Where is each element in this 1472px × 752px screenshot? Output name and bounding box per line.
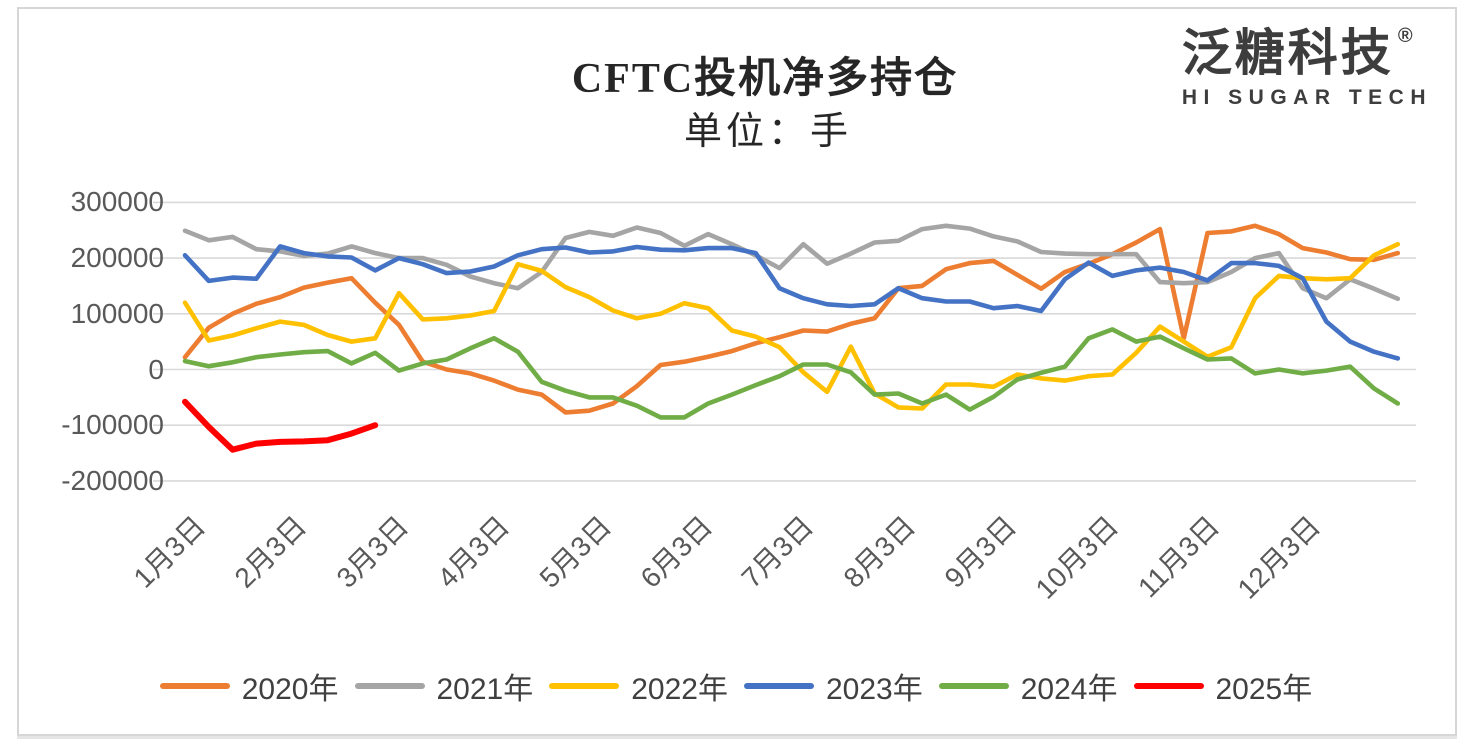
series-line-2024年 <box>182 327 1401 420</box>
series-line-2025年 <box>182 398 379 453</box>
legend-color-swatch <box>549 683 620 689</box>
legend-label: 2025年 <box>1215 673 1313 706</box>
legend-color-swatch <box>159 683 230 689</box>
y-axis-tick-label: -100000 <box>61 409 164 441</box>
y-axis-tick-label: 0 <box>148 353 164 385</box>
legend-color-swatch <box>354 683 425 689</box>
logo-chinese-text: 泛糖科技 <box>1181 25 1394 81</box>
legend-item-2022年: 2022年 <box>549 664 728 708</box>
y-axis-tick-label: 200000 <box>70 242 164 274</box>
legend-item-2024年: 2024年 <box>938 664 1118 708</box>
series-line-2022年 <box>182 241 1401 411</box>
legend-label: 2020年 <box>241 673 339 706</box>
y-axis-tick-label: 100000 <box>70 297 164 329</box>
legend-label: 2023年 <box>826 673 923 706</box>
series-line-2023年 <box>182 244 1401 361</box>
legend-item-2023年: 2023年 <box>744 664 923 708</box>
card-border <box>17 7 1457 736</box>
hi-sugar-tech-logo: 泛糖科技 ® HI SUGAR TECH <box>1182 26 1432 108</box>
logo-english-text: HI SUGAR TECH <box>1181 86 1432 109</box>
chart-legend: 2020年 2021年 2022年 2023年 2024年 2025年 <box>0 664 1472 708</box>
chart-unit-subtitle: 单位：手 <box>683 111 852 153</box>
y-axis-tick-label: 300000 <box>70 186 164 218</box>
y-axis-tick-label: -200000 <box>61 464 164 496</box>
legend-label: 2022年 <box>631 673 728 706</box>
legend-color-swatch <box>938 683 1009 689</box>
legend-label: 2021年 <box>436 673 534 706</box>
series-line-2021年 <box>182 223 1401 302</box>
legend-item-2021年: 2021年 <box>354 664 534 708</box>
legend-item-2025年: 2025年 <box>1133 664 1313 708</box>
legend-color-swatch <box>1133 683 1204 689</box>
legend-item-2020年: 2020年 <box>159 664 339 708</box>
registered-trademark-icon: ® <box>1397 25 1413 47</box>
legend-color-swatch <box>744 683 814 689</box>
legend-label: 2024年 <box>1020 673 1118 706</box>
chart-title: CFTC投机净多持仓 <box>571 56 959 102</box>
